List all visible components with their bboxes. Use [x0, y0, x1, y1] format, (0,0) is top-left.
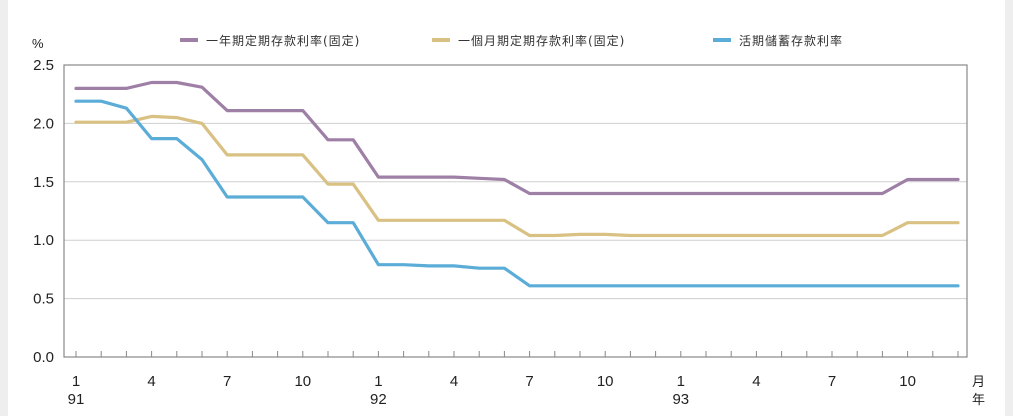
x-tick-label-month: 10 — [294, 373, 311, 390]
x-tick-label-year: 91 — [68, 391, 85, 408]
chart-panel: 0.0 0.5 1.0 1.5 2.0 2.5 1 4 7 10 1 4 7 10 1 4 7 10 91 92 93… — [8, 0, 1005, 416]
y-axis-unit: % — [32, 36, 44, 51]
y-tick-label: 2.0 — [33, 115, 54, 132]
x-axis-year-unit: 年 — [972, 392, 985, 407]
y-tick-label: 0.0 — [33, 349, 54, 366]
legend: 一年期定期存款利率(固定) 一個月期定期存款利率(固定) 活期儲蓄存款利率 — [180, 33, 843, 48]
y-axis-ticks: 0.0 0.5 1.0 1.5 2.0 2.5 — [33, 57, 54, 366]
legend-label-3: 活期儲蓄存款利率 — [739, 33, 843, 48]
plot-frame — [63, 64, 968, 358]
x-tick-label-month: 7 — [525, 373, 533, 390]
legend-label-2: 一個月期定期存款利率(固定) — [458, 33, 625, 48]
series-line-3 — [74, 99, 960, 288]
legend-label-1: 一年期定期存款利率(固定) — [206, 33, 360, 48]
series-line-2 — [74, 114, 960, 238]
x-tick-label-month: 1 — [72, 373, 80, 390]
x-tick-label-month: 7 — [223, 373, 231, 390]
x-tick-label-month: 7 — [828, 373, 836, 390]
y-tick-label: 1.5 — [33, 174, 54, 191]
x-tick-label-month: 1 — [677, 373, 685, 390]
x-tick-label-year: 93 — [672, 391, 689, 408]
x-tick-label-year: 92 — [370, 391, 387, 408]
x-tick-label-month: 1 — [374, 373, 382, 390]
y-tick-label: 2.5 — [33, 57, 54, 74]
x-tick-label-month: 10 — [899, 373, 916, 390]
x-tick-label-month: 4 — [450, 373, 458, 390]
series-line-1 — [74, 80, 960, 196]
series-lines — [74, 80, 960, 288]
x-tick-label-month: 4 — [752, 373, 760, 390]
y-tick-label: 0.5 — [33, 291, 54, 308]
x-tick-label-month: 10 — [597, 373, 614, 390]
y-tick-label: 1.0 — [33, 232, 54, 249]
x-tick-label-month: 4 — [147, 373, 155, 390]
gridlines — [64, 122, 967, 300]
interest-rate-line-chart: 0.0 0.5 1.0 1.5 2.0 2.5 1 4 7 10 1 4 7 10 1 4 7 10 91 92 93… — [32, 33, 985, 408]
x-axis-ticks: 1 4 7 10 1 4 7 10 1 4 7 10 91 92 93 — [68, 351, 959, 408]
x-axis-month-unit: 月 — [972, 374, 985, 389]
